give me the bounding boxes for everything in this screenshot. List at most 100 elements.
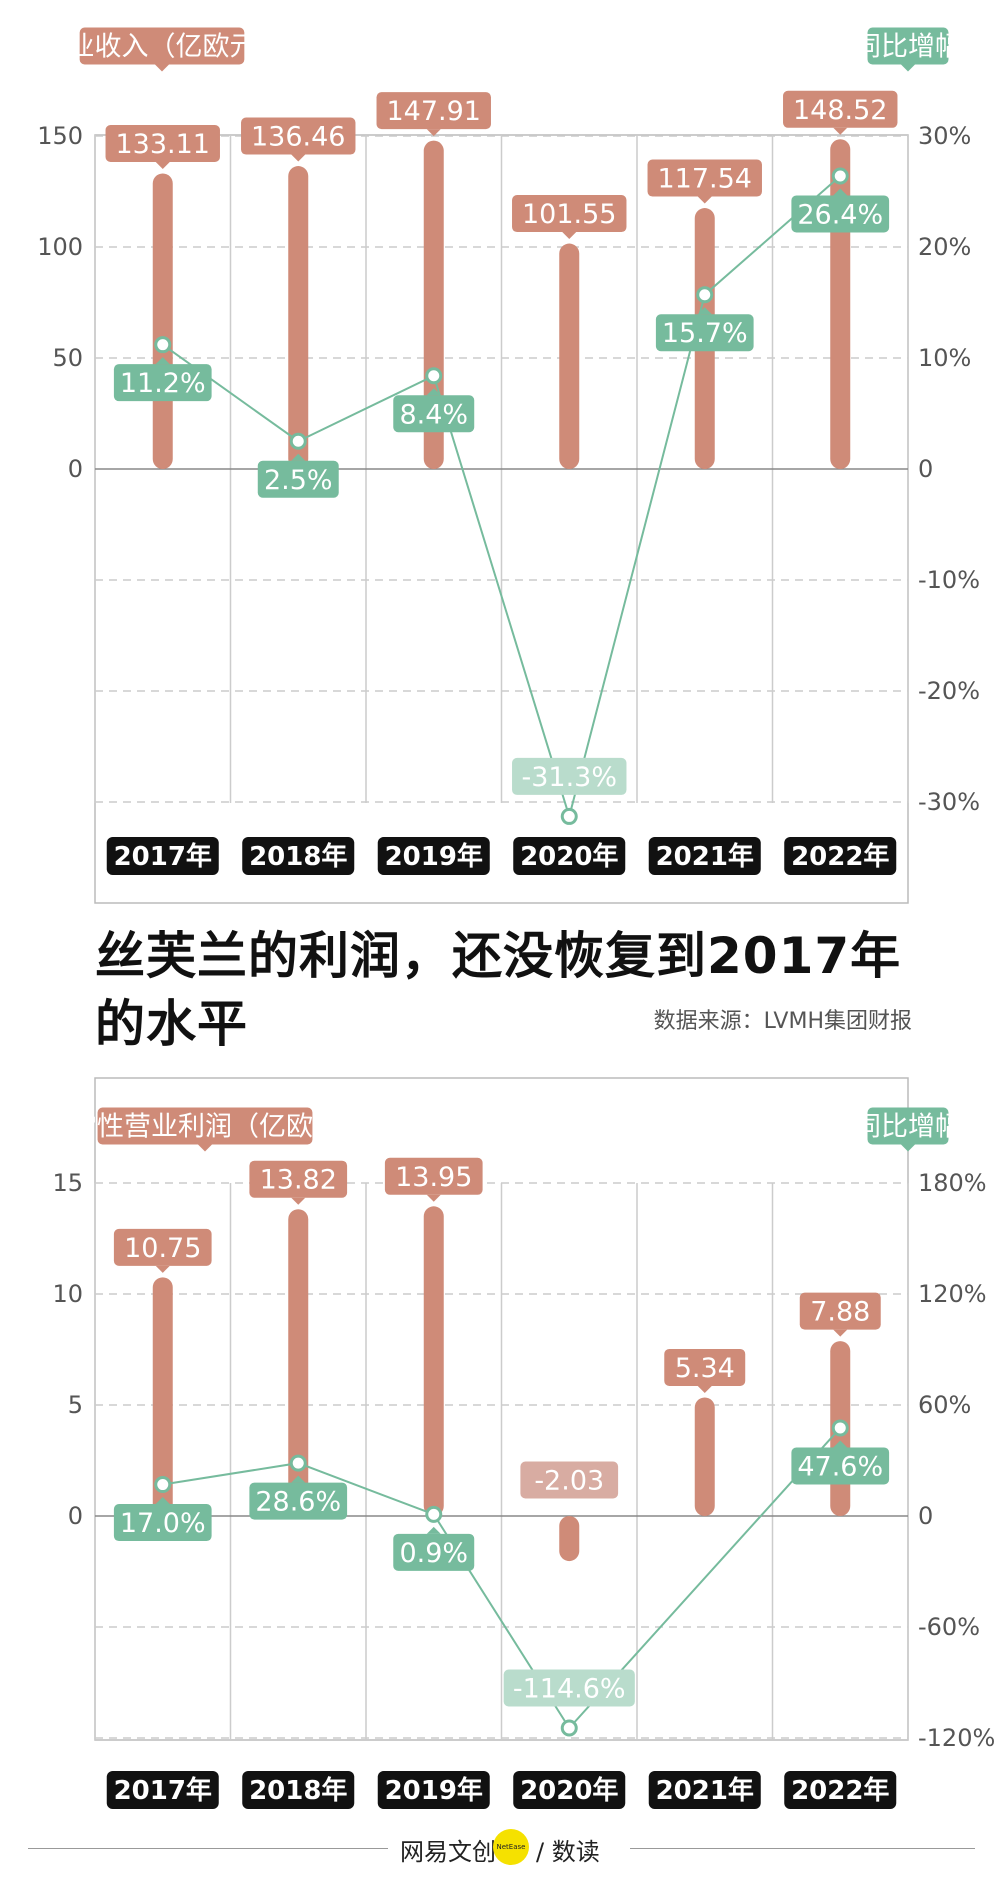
footer: 网易文创 NetEase / 数读	[0, 1828, 1000, 1868]
data-source: 数据来源：LVMH集团财报	[653, 1009, 912, 1034]
year-badge-bg	[377, 1771, 490, 1809]
right-axis-label-bg	[867, 27, 949, 65]
left-tick-label: 100	[37, 233, 83, 261]
right-tick-label: 30%	[918, 122, 971, 150]
bar-value-label-pointer	[291, 154, 306, 162]
right-tick-label: 0	[918, 455, 933, 483]
year-badge: 2021年	[656, 1775, 754, 1806]
growth-value-label-pointer	[291, 453, 306, 461]
headline-title: 丝芙兰的利润，还没恢复到2017年的水平	[95, 927, 902, 1053]
growth-value-label: 8.4%	[399, 399, 468, 430]
year-badge: 2022年	[791, 841, 889, 872]
right-tick-label: -60%	[918, 1613, 980, 1641]
growth-value-label-bg	[113, 1504, 212, 1542]
bar	[152, 1277, 173, 1516]
right-tick-label: 20%	[918, 233, 971, 261]
right-tick-label: -10%	[918, 566, 980, 594]
bar-value-label-bg	[384, 1157, 483, 1195]
year-badge-bg	[784, 1771, 897, 1809]
left-tick-label: 50	[52, 344, 83, 372]
year-badge-bg	[242, 837, 355, 875]
year-badge-bg	[513, 1771, 626, 1809]
bar-value-label-bg	[241, 117, 356, 155]
year-badge-bg	[784, 837, 897, 875]
right-axis-label: 同比增幅	[854, 32, 962, 63]
growth-value-label: 15.7%	[662, 318, 748, 349]
bar-value-label-bg	[249, 1160, 348, 1198]
bar-value-label: 117.54	[658, 164, 752, 195]
bar	[423, 1206, 444, 1516]
right-tick-label: 0	[918, 1502, 933, 1530]
growth-line	[162, 175, 841, 821]
bar-value-label-pointer	[426, 1194, 441, 1202]
bar-value-label-pointer	[833, 1329, 848, 1337]
growth-value-label-bg	[512, 757, 627, 795]
right-axis-label: 同比增幅	[854, 1112, 962, 1143]
bar-value-label: 147.91	[387, 96, 481, 127]
left-tick-label: 150	[37, 122, 83, 150]
bar-value-label-bg	[376, 92, 491, 130]
year-badge: 2021年	[656, 841, 754, 872]
growth-point	[289, 1454, 307, 1472]
growth-point	[560, 807, 578, 825]
year-badge-bg	[377, 837, 490, 875]
bar-value-label-bg	[520, 1461, 619, 1499]
right-tick-label: -30%	[918, 788, 980, 816]
right-tick-label: 120%	[918, 1280, 987, 1308]
growth-value-label-bg	[393, 395, 475, 433]
bar	[559, 1516, 580, 1562]
left-tick-label: 0	[68, 1502, 83, 1530]
right-axis-label-pointer	[901, 1144, 915, 1152]
brand-shudu: / 数读	[536, 1838, 600, 1866]
bar-value-label: 10.75	[124, 1233, 201, 1264]
growth-value-label-pointer	[291, 1475, 306, 1483]
growth-point	[425, 1505, 443, 1523]
bar-value-label-pointer	[426, 129, 441, 137]
growth-point	[696, 286, 714, 304]
brand-netease: 网易文创	[400, 1838, 496, 1866]
growth-point	[425, 367, 443, 385]
growth-value-label-pointer	[155, 357, 170, 365]
bar-value-label-bg	[647, 159, 762, 197]
left-axis-label: 经常性营业利润（亿欧元）	[43, 1112, 367, 1143]
right-tick-label: 10%	[918, 344, 971, 372]
growth-value-label-pointer	[155, 1497, 170, 1505]
year-badge-bg	[513, 837, 626, 875]
year-badge: 2019年	[385, 1775, 483, 1806]
bar-value-label-pointer	[833, 127, 848, 135]
bar-value-label-pointer	[562, 232, 577, 240]
bar-value-label: 101.55	[522, 199, 616, 230]
growth-value-label-bg	[257, 460, 339, 498]
growth-point	[154, 1476, 172, 1494]
year-badge-bg	[648, 1771, 761, 1809]
revenue-chart: 0 50 100 150 -30% -20% -10% 0 10% 20% 30% 营业收入（亿欧元）…	[37, 27, 980, 904]
bar-value-label: 13.95	[395, 1162, 472, 1193]
footer-rule-left	[28, 1848, 388, 1849]
left-tick-label: 15	[52, 1169, 83, 1197]
growth-value-label: 47.6%	[797, 1451, 883, 1482]
left-axis-label-pointer	[155, 64, 169, 72]
bar-value-label-bg	[512, 195, 627, 233]
left-tick-label: 10	[52, 1280, 83, 1308]
growth-value-label-bg	[791, 195, 890, 233]
left-tick-label: 5	[68, 1391, 83, 1419]
bar-value-label-bg	[113, 1228, 212, 1266]
brand-logo-dot: NetEase	[493, 1829, 529, 1865]
right-axis-label-bg	[867, 1107, 949, 1145]
growth-value-label-bg	[655, 314, 754, 352]
growth-value-label: 28.6%	[255, 1487, 341, 1518]
growth-value-label-pointer	[833, 188, 848, 196]
year-badge-bg	[242, 1771, 355, 1809]
bar-value-label-pointer	[155, 1265, 170, 1273]
year-badge: 2017年	[114, 841, 212, 872]
growth-value-label: 17.0%	[120, 1508, 206, 1539]
bar	[559, 243, 580, 469]
bar-value-label-pointer	[155, 161, 170, 169]
growth-value-label-bg	[791, 1447, 890, 1485]
right-tick-label: -120%	[918, 1724, 995, 1752]
bar	[288, 166, 309, 469]
right-axis-label-pointer	[901, 64, 915, 72]
growth-point	[831, 1419, 849, 1437]
left-axis-label-bg	[97, 1107, 313, 1145]
bar-value-label-pointer	[291, 1197, 306, 1205]
